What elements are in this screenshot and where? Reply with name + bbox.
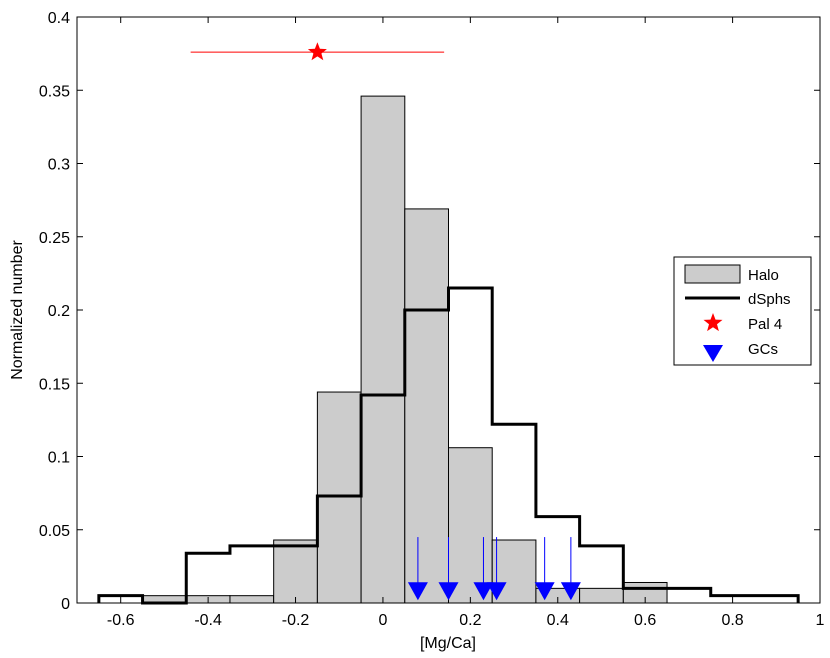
x-tick-label: 0	[378, 612, 387, 629]
x-tick-label: -0.4	[194, 612, 222, 629]
x-tick-label: -0.2	[282, 612, 310, 629]
legend-label-dsphs: dSphs	[748, 291, 791, 308]
x-tick-label: -0.6	[107, 612, 135, 629]
dsph-step-path	[97, 286, 800, 605]
legend: Halo dSphs Pal 4 GCs	[673, 256, 812, 366]
y-tick-label: 0.35	[39, 83, 70, 100]
y-tick-label: 0.05	[39, 523, 70, 540]
x-axis-title: [Mg/Ca]	[420, 635, 476, 652]
pal4-marker	[190, 42, 445, 61]
y-axis-title: Normalized number	[9, 240, 26, 380]
x-tick-label: 1	[816, 612, 825, 629]
y-tick-label: 0.15	[39, 376, 70, 393]
halo-bar	[360, 95, 406, 604]
halo-bar	[579, 587, 624, 604]
x-tick-label: 0.8	[721, 612, 743, 629]
halo-bar	[229, 595, 275, 604]
x-tick-label: 0.4	[547, 612, 569, 629]
gc-markers	[407, 537, 581, 601]
dsph-step-line	[97, 286, 800, 605]
legend-label-pal4: Pal 4	[748, 316, 782, 333]
y-tick-label: 0.3	[48, 157, 70, 174]
y-axis-ticks: 0 0.05 0.1 0.15 0.2 0.25 0.3 0.35 0.4	[39, 10, 820, 613]
halo-bar	[448, 447, 493, 604]
legend-label-halo: Halo	[748, 267, 779, 284]
gc-point	[473, 582, 494, 601]
gc-point	[438, 582, 459, 601]
halo-bar	[404, 208, 450, 604]
legend-label-gcs: GCs	[748, 341, 778, 358]
legend-star-icon	[703, 313, 723, 332]
x-axis-ticks: -0.6 -0.4 -0.2 0 0.2 0.4 0.6 0.8 1	[107, 17, 825, 629]
legend-triangle-down-icon	[703, 345, 723, 362]
halo-bar	[273, 539, 318, 604]
legend-swatch-halo	[684, 264, 741, 284]
gc-point	[486, 582, 507, 601]
gc-point	[560, 582, 581, 601]
pal4-star	[307, 42, 327, 61]
y-tick-label: 0	[61, 596, 70, 613]
y-tick-label: 0.4	[48, 10, 70, 27]
x-tick-label: 0.6	[634, 612, 656, 629]
gc-point	[407, 582, 428, 601]
y-tick-label: 0.2	[48, 303, 70, 320]
gc-point	[534, 582, 555, 601]
y-tick-label: 0.25	[39, 230, 70, 247]
x-tick-label: 0.2	[459, 612, 481, 629]
y-tick-label: 0.1	[48, 450, 70, 467]
